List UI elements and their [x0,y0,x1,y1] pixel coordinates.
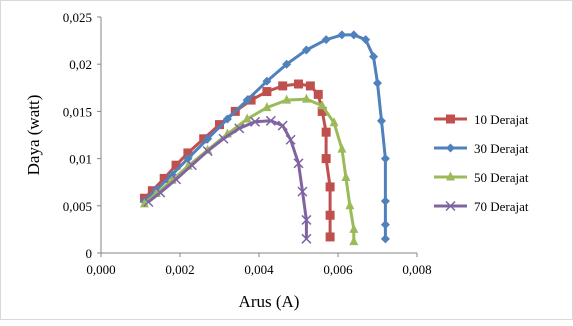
x-tick-label: 0,000 [86,262,115,277]
x-tick-label: 0,004 [244,262,274,277]
x-axis-title: Arus (A) [239,292,300,311]
data-point-50-derajat [337,143,347,153]
data-point-10-derajat [159,173,169,183]
data-point-70-derajat [297,186,308,197]
data-point-10-derajat [171,160,181,170]
x-tick-label: 0,006 [323,262,353,277]
data-point-10-derajat [325,232,335,242]
data-point-10-derajat [317,106,327,116]
data-point-30-derajat [183,154,193,164]
chart-svg: 0,000 0,002 0,004 0,006 0,008 0 0,005 0,01 0,015… [24,10,529,311]
data-point-10-derajat [215,120,224,130]
y-tick-label: 0,01 [69,152,92,167]
data-point-10-derajat [305,81,315,91]
data-point-70-derajat [234,123,245,134]
data-point-70-derajat [277,120,288,131]
data-point-30-derajat [376,116,386,126]
legend-label-70-derajat: 70 Derajat [474,199,529,214]
data-point-50-derajat [262,102,272,112]
data-point-30-derajat [203,134,213,144]
data-point-50-derajat [242,113,252,123]
legend: 10 Derajat 30 Derajat 50 Derajat 70 Derajat [434,112,529,214]
data-point-30-derajat [282,59,292,69]
data-point-10-derajat [183,148,193,158]
y-tick-label: 0,005 [63,199,92,214]
x-tick-label: 0,008 [402,262,431,277]
data-point-10-derajat [321,154,331,164]
data-point-50-derajat [345,200,355,210]
data-point-50-derajat [349,223,359,233]
data-point-10-derajat [262,87,272,97]
data-point-50-derajat [341,171,351,181]
legend-marker-70-derajat [445,200,456,212]
series-70-derajat [143,115,312,244]
data-point-70-derajat [250,116,261,127]
data-point-50-derajat [349,236,359,246]
legend-item-10-derajat: 10 Derajat [434,112,529,127]
data-point-30-derajat [361,35,371,45]
data-point-10-derajat [313,89,323,99]
data-point-50-derajat [139,198,149,208]
x-tick-label: 0,002 [165,262,194,277]
data-point-50-derajat [282,94,292,104]
data-point-70-derajat [293,158,304,169]
y-axis-title: Daya (watt) [24,95,43,176]
data-point-70-derajat [301,214,312,225]
data-point-30-derajat [262,76,272,86]
y-tick-label: 0 [86,246,93,261]
data-point-30-derajat [349,30,359,40]
data-point-10-derajat [321,127,331,137]
data-point-70-derajat [171,174,182,185]
data-point-50-derajat [317,100,327,110]
data-point-30-derajat [222,114,232,124]
data-point-70-derajat [186,160,197,171]
data-point-30-derajat [380,234,390,244]
legend-marker-10-derajat [446,114,455,124]
legend-item-70-derajat: 70 Derajat [434,199,529,214]
data-point-50-derajat [329,117,339,127]
legend-label-50-derajat: 50 Derajat [474,170,529,185]
y-tick-label: 0,02 [69,57,92,72]
legend-label-10-derajat: 10 Derajat [474,112,529,127]
data-point-10-derajat [278,81,288,91]
data-point-70-derajat [265,115,276,126]
data-point-30-derajat [380,220,390,230]
data-point-10-derajat [325,210,335,220]
data-point-30-derajat [301,45,311,55]
data-point-30-derajat [373,78,382,88]
data-point-50-derajat [301,93,311,103]
data-point-10-derajat [325,182,335,192]
data-point-70-derajat [155,187,166,198]
legend-marker-50-derajat [446,171,455,181]
data-point-30-derajat [369,52,379,62]
legend-marker-30-derajat [446,143,455,153]
data-point-30-derajat [337,30,347,40]
y-tick-label: 0,025 [63,10,92,25]
data-point-70-derajat [285,134,296,145]
data-point-30-derajat [380,196,390,206]
y-tick-label: 0,015 [63,104,92,119]
legend-item-30-derajat: 30 Derajat [434,141,529,156]
data-point-10-derajat [294,79,303,89]
data-point-30-derajat [380,154,390,164]
legend-item-50-derajat: 50 Derajat [434,170,529,185]
legend-label-30-derajat: 30 Derajat [474,141,529,156]
axes: 0,000 0,002 0,004 0,006 0,008 0 0,005 0,01 0,015… [63,10,432,277]
data-point-70-derajat [202,146,213,157]
data-point-70-derajat [301,233,312,244]
data-point-30-derajat [321,35,331,45]
plot-area [139,30,390,246]
data-point-30-derajat [242,95,252,105]
data-point-70-derajat [218,133,229,144]
data-point-10-derajat [147,186,157,196]
series-30-derajat [139,30,390,244]
data-point-70-derajat [143,196,154,208]
